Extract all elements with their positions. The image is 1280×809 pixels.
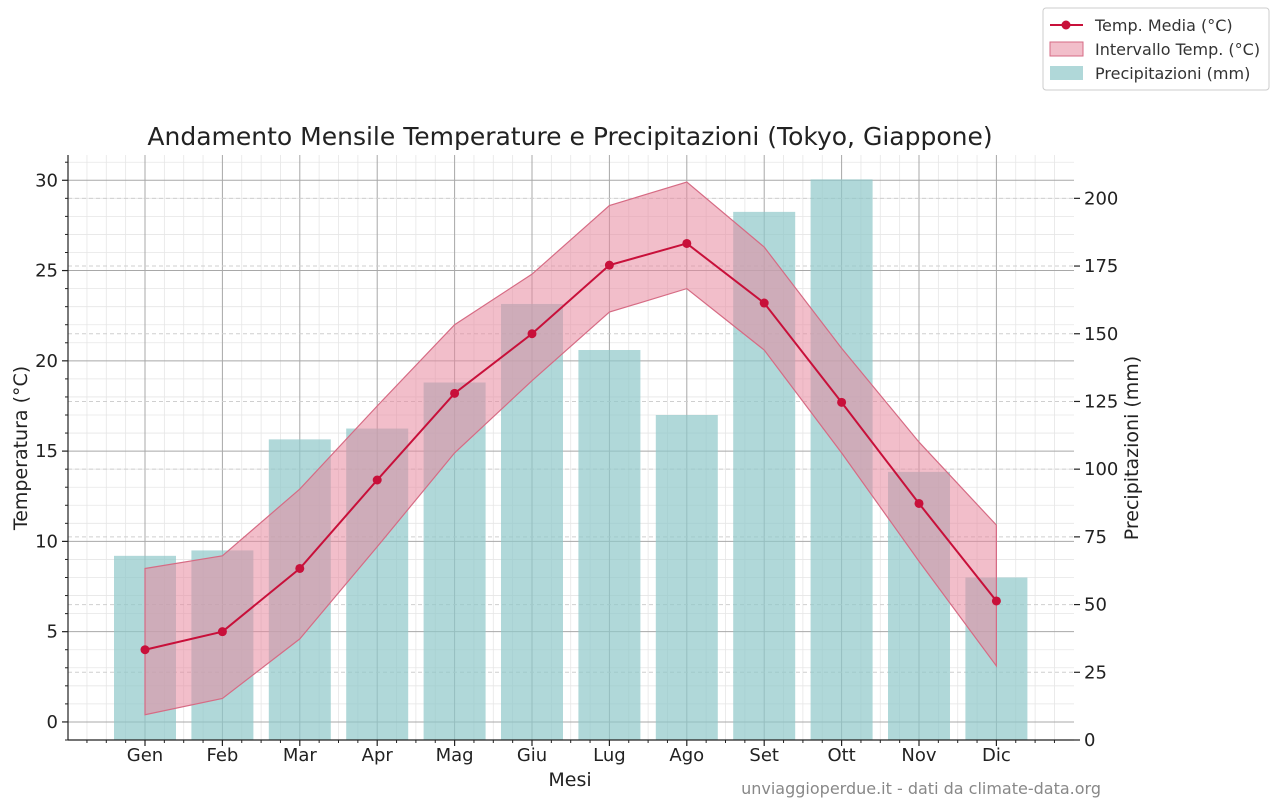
mean-temp-point [527,329,537,339]
x-tick-label: Ott [827,745,855,766]
x-axis-label: Mesi [548,769,591,791]
chart-title: Andamento Mensile Temperature e Precipit… [147,122,992,151]
mean-temp-point [295,563,305,573]
x-tick-label: Apr [362,745,394,766]
y-right-tick-label: 200 [1084,188,1118,209]
mean-temp-point [372,475,382,485]
x-tick-label: Feb [206,745,238,766]
legend: Temp. Media (°C) Intervallo Temp. (°C) P… [1042,7,1270,91]
y-right-tick-label: 25 [1084,662,1107,683]
mean-temp-point [759,298,769,308]
y-right-tick-label: 0 [1084,730,1095,751]
x-tick-label: Set [749,745,779,766]
x-tick-label: Ago [669,745,704,766]
y-left-tick-label: 20 [35,351,58,372]
y-left-tick-label: 0 [47,712,58,733]
y-axis-right-label: Precipitazioni (mm) [1121,356,1143,540]
legend-band-swatch [1049,41,1084,57]
y-right-tick-label: 75 [1084,527,1107,548]
y-right-tick-label: 150 [1084,324,1118,345]
legend-label-mean-temp: Temp. Media (°C) [1094,16,1233,35]
x-tick-label: Giu [517,745,547,766]
legend-marker-swatch [1061,20,1071,30]
legend-label-precipitation: Precipitazioni (mm) [1095,64,1250,83]
mean-temp-point [450,388,460,398]
y-left-tick-label: 10 [35,531,58,552]
mean-temp-point [914,498,924,508]
legend-box [1042,7,1270,91]
mean-temp-point [682,238,692,248]
y-right-tick-label: 175 [1084,256,1118,277]
y-right-tick-label: 125 [1084,391,1118,412]
mean-temp-polyline [144,242,998,651]
y-left-tick-label: 15 [35,441,58,462]
mean-temp-point [991,596,1001,606]
x-tick-label: Nov [901,745,936,766]
temp-range-area [144,181,997,716]
source-credit: unviaggioperdue.it - dati da climate-dat… [741,779,1101,798]
x-tick-label: Gen [127,745,163,766]
x-tick-label: Lug [593,745,626,766]
precipitation-bar [578,350,641,740]
mean-temp-point [604,260,614,270]
y-axis-left-label: Temperatura (°C) [10,366,32,531]
mean-temp-point [217,627,227,637]
y-right-tick-label: 100 [1084,459,1118,480]
temperature-range-band [144,181,997,716]
x-tick-label: Dic [982,745,1011,766]
legend-bar-swatch [1050,66,1083,80]
mean-temp-point [837,397,847,407]
mean-temperature-line [140,238,1001,655]
precipitation-bar [655,415,718,740]
y-left-tick-label: 25 [35,261,58,282]
y-left-tick-label: 5 [47,622,58,643]
y-left-tick-label: 30 [35,170,58,191]
legend-label-temp-range: Intervallo Temp. (°C) [1095,40,1260,59]
y-right-tick-label: 50 [1084,595,1107,616]
x-tick-label: Mag [436,745,474,766]
axes: 0 5 10 15 20 25 30 0 25 50 75 100 125 150 175 200 Gen Feb… [35,155,1118,766]
x-tick-label: Mar [283,745,318,766]
mean-temp-point [140,645,150,655]
